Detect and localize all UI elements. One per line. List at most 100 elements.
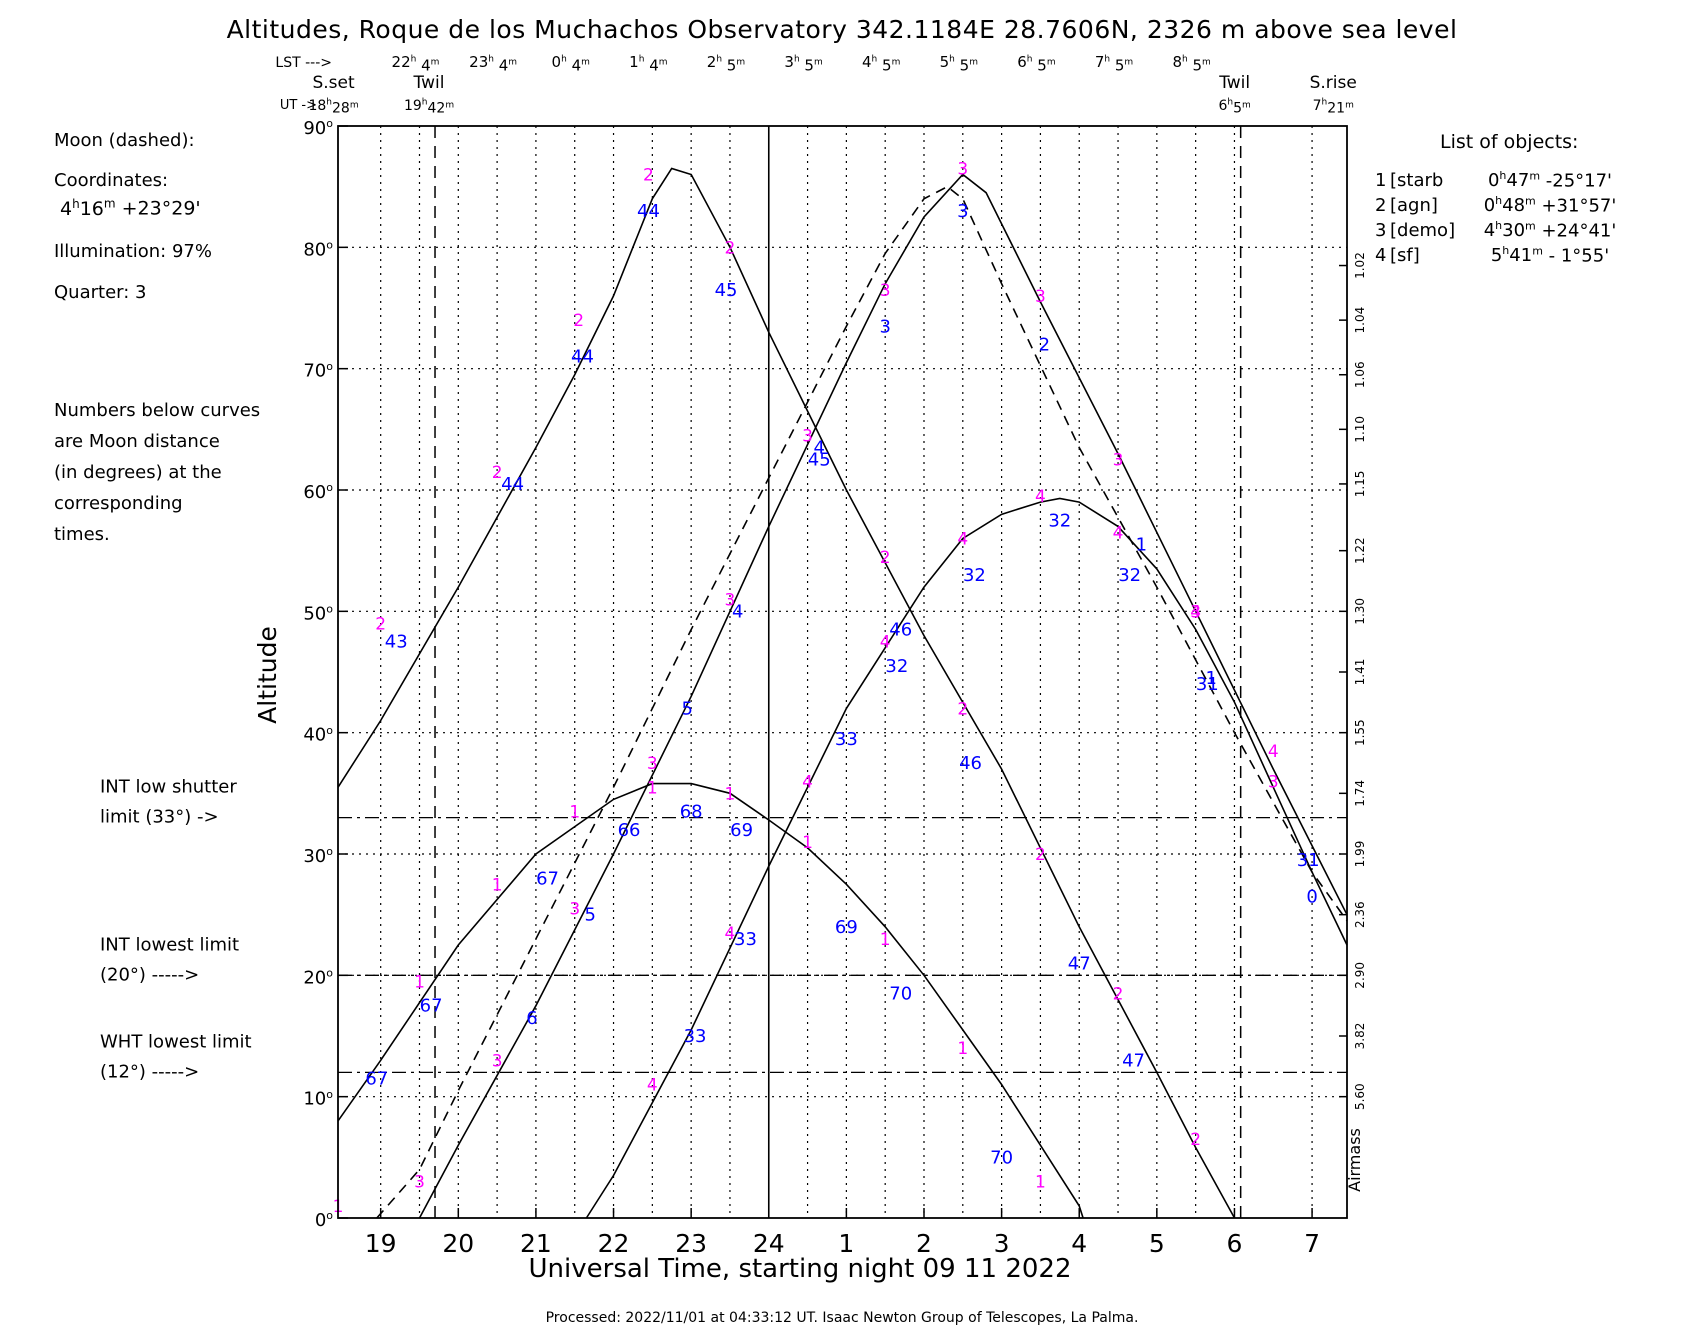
limit-label: limit (33°) ->	[100, 807, 219, 828]
lst-tick-label-part: m	[1202, 58, 1211, 68]
airmass-tick-label: 1.02	[1353, 252, 1367, 279]
altitude-curve-4	[585, 497, 1348, 1219]
object-entry-coords: 0h48m +31°57'	[1484, 194, 1617, 216]
object-entry-name: [agn]	[1390, 195, 1438, 216]
x-tick-label: 6	[1227, 1229, 1243, 1258]
event-time-part: 5	[1233, 101, 1242, 117]
event-lines	[434, 126, 1242, 1218]
lst-tick-label-part: 22	[392, 53, 411, 71]
lst-prefix: LST --->	[275, 55, 332, 71]
x-tick-label: 1	[838, 1229, 854, 1258]
moon-distance-label: 69	[835, 917, 858, 938]
x-tick-label: 4	[1071, 1229, 1087, 1258]
airmass-tick-label: 1.30	[1353, 598, 1367, 625]
x-tick-label: 3	[994, 1229, 1010, 1258]
moon-distance-label: 1	[1136, 535, 1147, 556]
object-entry-name: [demo]	[1390, 220, 1455, 241]
object-number-label: 1	[569, 803, 580, 823]
moon-distance-label: 44	[637, 201, 660, 222]
altitude-curve-2	[337, 167, 1236, 1219]
moon-distance-label: 0	[1306, 887, 1317, 908]
object-entry-coords-part: h	[1499, 169, 1506, 182]
lst-tick-label-part: h	[1104, 54, 1110, 64]
lst-tick-label-part: 4	[644, 56, 658, 74]
y-tick-label: 70o	[303, 360, 333, 382]
airmass-tick-label: 3.82	[1353, 1023, 1367, 1050]
object-number-label: 3	[957, 160, 968, 180]
event-name: S.rise	[1310, 73, 1357, 93]
lst-tick-label-part: 4	[862, 53, 872, 71]
object-entry-coords: 5h41m - 1°55'	[1491, 244, 1609, 266]
lst-tick-label: 4h 5m	[862, 53, 900, 74]
object-number-label: 3	[569, 900, 580, 920]
y-tick-label: 60o	[303, 481, 333, 503]
lst-tick-label-part: m	[659, 58, 668, 68]
object-number-label: 3	[1035, 287, 1046, 307]
moon-illumination: Illumination: 97%	[54, 241, 212, 262]
limit-label: (12°) ----->	[100, 1061, 199, 1082]
moon-coordinates-part: +23°29'	[116, 198, 201, 220]
moon-distance-label: 3	[879, 316, 890, 337]
event-time-part: 19	[404, 98, 422, 114]
moon-distance-note: times.	[54, 524, 110, 545]
object-number-label: 4	[1190, 602, 1201, 622]
moon-distance-label: 32	[1118, 565, 1141, 586]
object-number-label: 2	[957, 699, 968, 719]
moon-distance-label: 45	[715, 280, 738, 301]
y-tick-label-part: o	[326, 1209, 333, 1222]
lst-tick-label-part: m	[969, 58, 978, 68]
event-time-part: h	[326, 98, 332, 108]
object-number-label: 1	[725, 784, 736, 804]
airmass-tick-label: 5.60	[1353, 1083, 1367, 1110]
lst-tick-label-part: 5	[800, 56, 814, 74]
object-entry-coords: 4h30m +24°41'	[1484, 219, 1617, 241]
event-time-part: m	[445, 100, 454, 110]
y-tick-label: 80o	[303, 238, 333, 260]
y-tick-label-part: 0	[315, 1210, 326, 1231]
object-number-label: 1	[414, 972, 425, 992]
y-tick-label-part: o	[326, 360, 333, 373]
object-entry-coords-part: 30	[1502, 220, 1525, 241]
lst-tick-label-part: 5	[877, 56, 891, 74]
moon-quarter: Quarter: 3	[54, 282, 146, 303]
y-tick-label: 20o	[303, 966, 333, 988]
object-entry-number: 3	[1375, 220, 1386, 241]
object-number-label: 1	[802, 833, 813, 853]
lst-tick-label-part: 5	[1033, 56, 1047, 74]
moon-distance-label: 31	[1297, 850, 1320, 871]
lst-tick-label-part: 0	[552, 53, 562, 71]
moon-distance-label: 44	[501, 474, 524, 495]
axes: 19 20 21 22 23 24 1 2 3 4 5 6 70o10o20o30o40o50o60o7…	[303, 117, 1367, 1258]
moon-distance-label: 44	[571, 347, 594, 368]
lst-tick-label-part: 6	[1017, 53, 1027, 71]
event-name: S.set	[312, 73, 355, 93]
y-tick-label: 40o	[303, 724, 333, 746]
object-number-label: 4	[957, 530, 968, 550]
moon-distance-label: 67	[365, 1069, 388, 1090]
object-entry-coords-part: h	[1502, 244, 1509, 257]
lst-tick-label-part: h	[1182, 54, 1188, 64]
object-number-label: 1	[1035, 1173, 1046, 1193]
y-tick-label: 0o	[315, 1209, 333, 1231]
lst-tick-label-part: 5	[1188, 56, 1202, 74]
moon-distance-label: 45	[808, 450, 831, 471]
object-number-label: 1	[492, 875, 503, 895]
moon-coordinates-part: 4	[60, 198, 72, 220]
lst-tick-label-part: m	[736, 58, 745, 68]
object-entry-coords-part: -25°17'	[1540, 170, 1612, 191]
object-number-label: 4	[802, 772, 813, 792]
lst-tick-label-part: 5	[940, 53, 950, 71]
moon-coordinates-part: m	[104, 197, 116, 211]
lst-tick-label-part: 23	[469, 53, 488, 71]
lst-tick-label-part: 5	[955, 56, 969, 74]
lst-tick-label-part: 2	[707, 53, 717, 71]
x-tick-label: 24	[753, 1229, 785, 1258]
moon-distance-label: 47	[1068, 953, 1091, 974]
lst-tick-label: 3h 5m	[784, 53, 822, 74]
moon-distance-label: 70	[889, 984, 912, 1005]
moon-distance-note: are Moon distance	[54, 431, 220, 452]
object-number-label: 2	[573, 311, 584, 331]
moon-curve	[376, 185, 1348, 1219]
